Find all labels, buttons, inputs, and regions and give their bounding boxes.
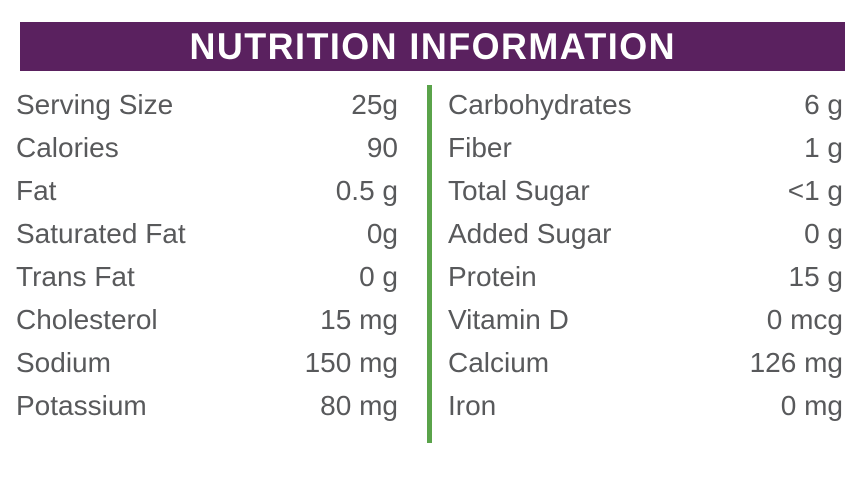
nutrient-label: Cholesterol [16, 303, 158, 335]
nutrition-row: Calories 90 [16, 126, 398, 169]
nutrient-label: Carbohydrates [448, 88, 632, 120]
nutrition-row: Potassium 80 mg [16, 384, 398, 427]
nutrient-value: 126 mg [749, 346, 843, 378]
nutrition-row: Calcium 126 mg [448, 341, 843, 384]
nutrient-label: Sodium [16, 346, 111, 378]
nutrition-row: Added Sugar 0 g [448, 212, 843, 255]
nutrition-row: Sodium 150 mg [16, 341, 398, 384]
nutrient-value: 15 g [788, 260, 844, 292]
nutrient-label: Protein [448, 260, 537, 292]
nutrient-value: 90 [366, 131, 398, 163]
nutrition-column-left: Serving Size 25g Calories 90 Fat 0.5 g S… [16, 83, 398, 427]
nutrition-row: Vitamin D 0 mcg [448, 298, 843, 341]
nutrition-row: Saturated Fat 0g [16, 212, 398, 255]
column-divider [427, 85, 432, 443]
nutrient-value: 150 mg [304, 346, 398, 378]
nutrition-row: Serving Size 25g [16, 83, 398, 126]
panel-title: NUTRITION INFORMATION [189, 25, 676, 67]
nutrition-row: Iron 0 mg [448, 384, 843, 427]
nutrient-value: 0 g [359, 260, 398, 292]
nutrition-row: Total Sugar <1 g [448, 169, 843, 212]
nutrient-label: Potassium [16, 389, 147, 421]
nutrient-label: Iron [448, 389, 497, 421]
nutrient-value: 1 g [804, 131, 843, 163]
nutrient-label: Fat [16, 174, 57, 206]
nutrition-row: Carbohydrates 6 g [448, 83, 843, 126]
nutrient-value: 0.5 g [335, 174, 398, 206]
nutrient-label: Saturated Fat [16, 217, 186, 249]
nutrient-label: Serving Size [16, 88, 174, 120]
nutrition-row: Protein 15 g [448, 255, 843, 298]
nutrient-value: 6 g [804, 88, 843, 120]
nutrient-label: Total Sugar [448, 174, 590, 206]
nutrition-row: Trans Fat 0 g [16, 255, 398, 298]
nutrition-column-right: Carbohydrates 6 g Fiber 1 g Total Sugar … [448, 83, 843, 427]
nutrient-label: Added Sugar [448, 217, 612, 249]
nutrient-value: 15 mg [320, 303, 398, 335]
nutrient-value: <1 g [787, 174, 843, 206]
title-bar: NUTRITION INFORMATION [20, 22, 845, 71]
nutrient-label: Calcium [448, 346, 550, 378]
nutrient-label: Trans Fat [16, 260, 135, 292]
nutrient-value: 80 mg [320, 389, 398, 421]
nutrient-value: 0 mg [780, 389, 843, 421]
nutrition-row: Cholesterol 15 mg [16, 298, 398, 341]
nutrient-value: 0 g [804, 217, 843, 249]
nutrient-value: 25g [351, 88, 398, 120]
nutrient-value: 0g [366, 217, 398, 249]
nutrient-label: Fiber [448, 131, 512, 163]
nutrient-label: Vitamin D [448, 303, 569, 335]
nutrition-row: Fat 0.5 g [16, 169, 398, 212]
nutrient-label: Calories [16, 131, 119, 163]
nutrient-value: 0 mcg [766, 303, 843, 335]
nutrition-row: Fiber 1 g [448, 126, 843, 169]
